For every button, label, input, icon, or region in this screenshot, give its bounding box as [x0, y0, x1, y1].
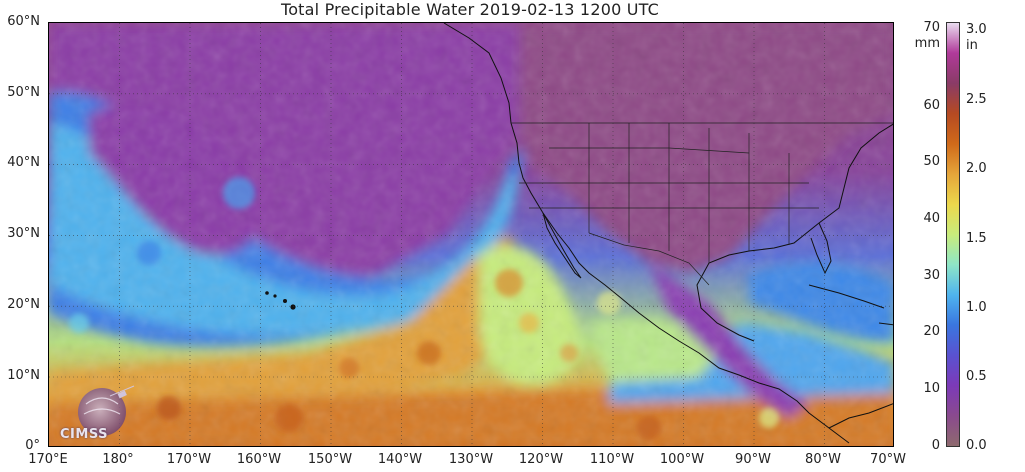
colorbar-in-unit: in: [966, 38, 978, 53]
cimss-logo: [78, 385, 135, 436]
colorbar-in-1-5: 1.5: [966, 231, 987, 246]
colorbar-mm-unit: mm: [914, 36, 940, 51]
lat-label-40n: 40°N: [7, 155, 40, 170]
lon-label-150w: 150°W: [307, 452, 353, 467]
lat-label-50n: 50°N: [7, 85, 40, 100]
colorbar-mm-0: 0: [931, 438, 940, 453]
lon-label-140w: 140°W: [377, 452, 423, 467]
lat-label-60n: 60°N: [7, 14, 40, 29]
colorbar-mm-60: 60: [923, 98, 940, 113]
lat-label-20n: 20°N: [7, 297, 40, 312]
colorbar-in-2-0: 2.0: [966, 161, 987, 176]
lat-label-10n: 10°N: [7, 368, 40, 383]
lon-label-170w: 170°W: [166, 452, 212, 467]
lon-label-100w: 100°W: [659, 452, 705, 467]
colorbar-mm-20: 20: [923, 324, 940, 339]
lon-label-130w: 130°W: [448, 452, 494, 467]
colorbar-in-0-5: 0.5: [966, 369, 987, 384]
map-title: Total Precipitable Water 2019-02-13 1200…: [280, 0, 660, 19]
colorbar-in-3-0: 3.0: [966, 22, 987, 37]
lon-label-80w: 80°W: [805, 452, 841, 467]
colorbar-in-0-0: 0.0: [966, 438, 987, 453]
lon-label-180: 180°: [102, 452, 134, 467]
lon-label-120w: 120°W: [518, 452, 564, 467]
tpw-map[interactable]: [48, 22, 894, 447]
colorbar-mm-40: 40: [923, 211, 940, 226]
lat-label-0: 0°: [25, 438, 40, 453]
colorbar: [946, 22, 960, 447]
lon-label-90w: 90°W: [735, 452, 771, 467]
colorbar-in-2-5: 2.5: [966, 92, 987, 107]
lon-label-160w: 160°W: [236, 452, 282, 467]
colorbar-in-1-0: 1.0: [966, 300, 987, 315]
lon-label-110w: 110°W: [589, 452, 635, 467]
colorbar-mm-30: 30: [923, 268, 940, 283]
lon-label-170e: 170°E: [28, 452, 68, 467]
cimss-logo-text: CIMSS: [60, 427, 108, 442]
colorbar-mm-70: 70: [923, 20, 940, 35]
lat-label-30n: 30°N: [7, 226, 40, 241]
colorbar-mm-10: 10: [923, 381, 940, 396]
colorbar-mm-50: 50: [923, 154, 940, 169]
lon-label-70w: 70°W: [870, 452, 906, 467]
